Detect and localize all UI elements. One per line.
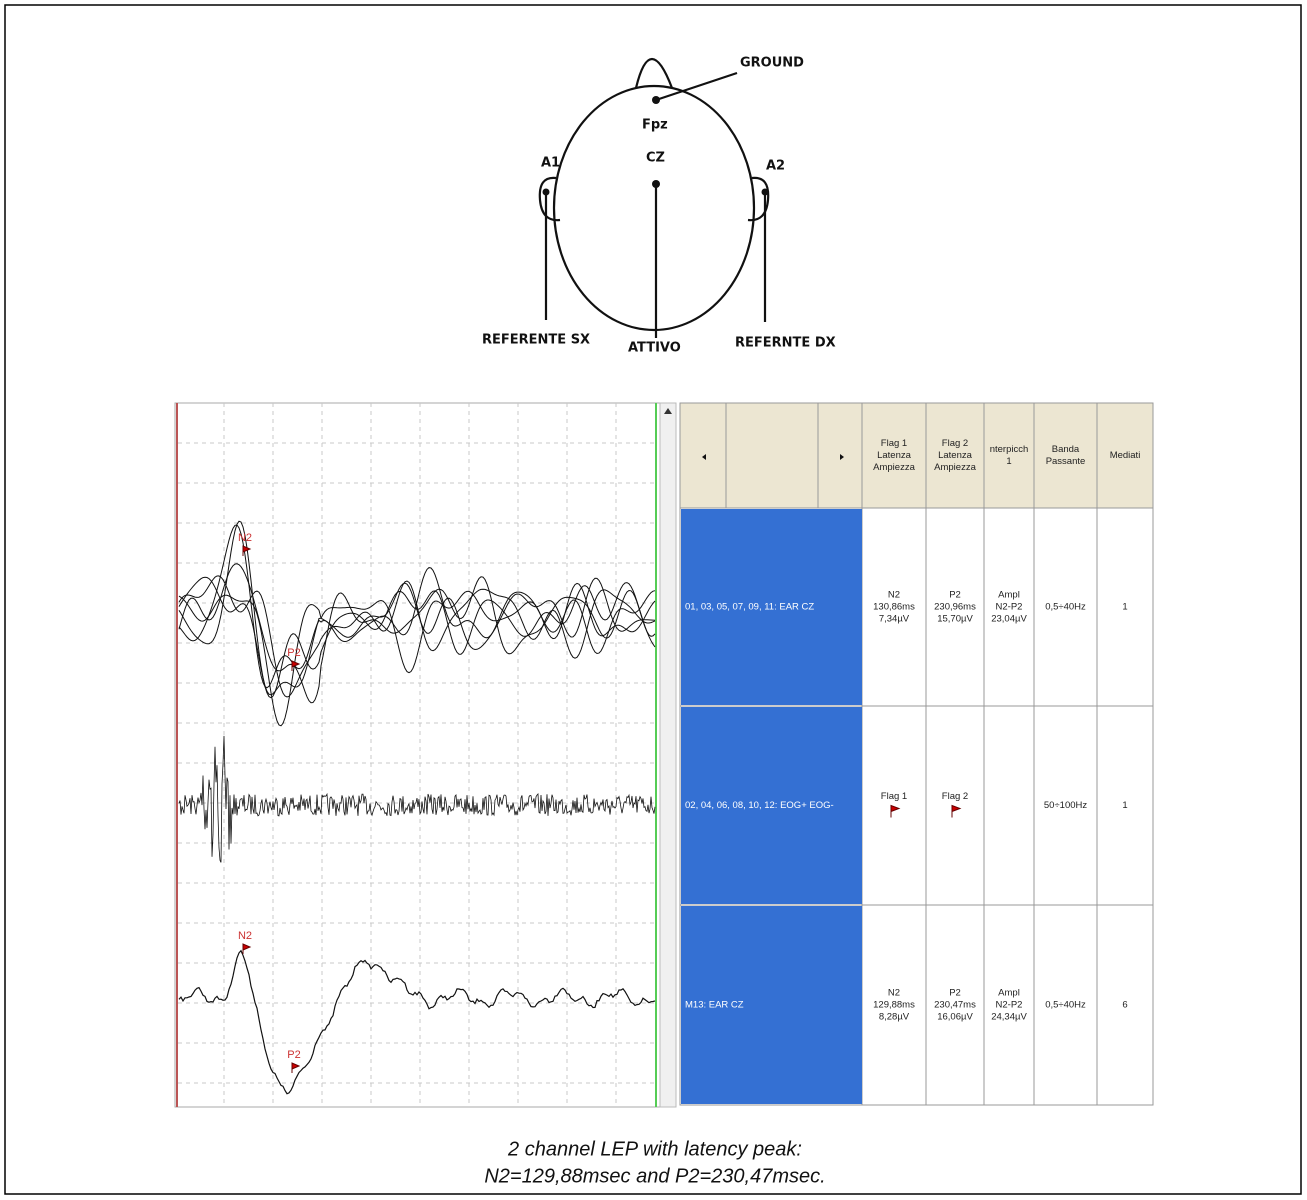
cell-text: 1 [1006,456,1011,467]
flag-label: P2 [287,647,300,659]
cell-text: 230,96ms [934,602,976,613]
electrode [652,96,660,104]
cell-text: Flag 1 [881,438,907,449]
label: Fpz [642,118,668,133]
cell-text: Passante [1046,456,1086,467]
cell-text: 7,34µV [879,614,910,625]
cell-text: 16,06µV [937,1012,973,1023]
cell-text: Latenza [877,450,912,461]
cell-text: 230,47ms [934,1000,976,1011]
label: CZ [646,151,665,166]
trace-panel [175,403,660,1107]
cell-text: 0,5÷40Hz [1045,1000,1086,1011]
flag-label: N2 [238,532,252,544]
cell-text: Flag 2 [942,438,968,449]
flag-label: P2 [287,1049,300,1061]
flag-label: N2 [238,930,252,942]
cell-text: 129,88ms [873,1000,915,1011]
cell-text: nterpicch [990,444,1029,455]
cell-text: 1 [1122,602,1127,613]
cell-text: Ampiezza [934,462,976,473]
cell-text: Ampiezza [873,462,915,473]
caption: N2=129,88msec and P2=230,47msec. [484,1165,825,1187]
electrode [543,189,550,196]
cell-text: Latenza [938,450,973,461]
cell-text: 0,5÷40Hz [1045,602,1086,613]
electrode [652,180,660,188]
cell-text: Flag 2 [942,791,968,802]
cell-text: P2 [949,988,961,999]
cell-text: Banda [1052,444,1080,455]
cell-text: N2-P2 [996,1000,1023,1011]
cell-text: N2 [888,590,900,601]
page: {"diagram":{"labels":{"ground":"GROUND",… [0,0,1307,1200]
cell-text: Ampl [998,988,1020,999]
cell-text: 6 [1122,1000,1127,1011]
figure: GROUND Fpz CZ A1 A2 REFERENTE SX ATTIVO … [0,0,1307,1200]
label: A2 [766,159,785,174]
scrollbar[interactable] [660,403,676,1107]
cell-text: Mediati [1110,450,1141,461]
caption: 2 channel LEP with latency peak: [507,1138,802,1160]
cell-text: N2 [888,988,900,999]
row-label: 01, 03, 05, 07, 09, 11: EAR CZ [685,602,814,613]
label: GROUND [740,56,804,71]
cell-text: N2-P2 [996,602,1023,613]
label: ATTIVO [628,341,681,356]
cell-text: P2 [949,590,961,601]
cell-text: 8,28µV [879,1012,910,1023]
electrode [762,189,769,196]
label: REFERENTE SX [482,333,590,348]
row-label: M13: EAR CZ [685,1000,744,1011]
row-label: 02, 04, 06, 08, 10, 12: EOG+ EOG- [685,800,834,811]
label: A1 [541,156,560,171]
cell-text: 24,34µV [991,1012,1027,1023]
cell-text: 130,86ms [873,602,915,613]
cell-text: 1 [1122,800,1127,811]
label: REFERNTE DX [735,336,836,351]
cell-text: 15,70µV [937,614,973,625]
cell-text: Ampl [998,590,1020,601]
cell-text: Flag 1 [881,791,907,802]
cell-text: 23,04µV [991,614,1027,625]
cell-text: 50÷100Hz [1044,800,1087,811]
